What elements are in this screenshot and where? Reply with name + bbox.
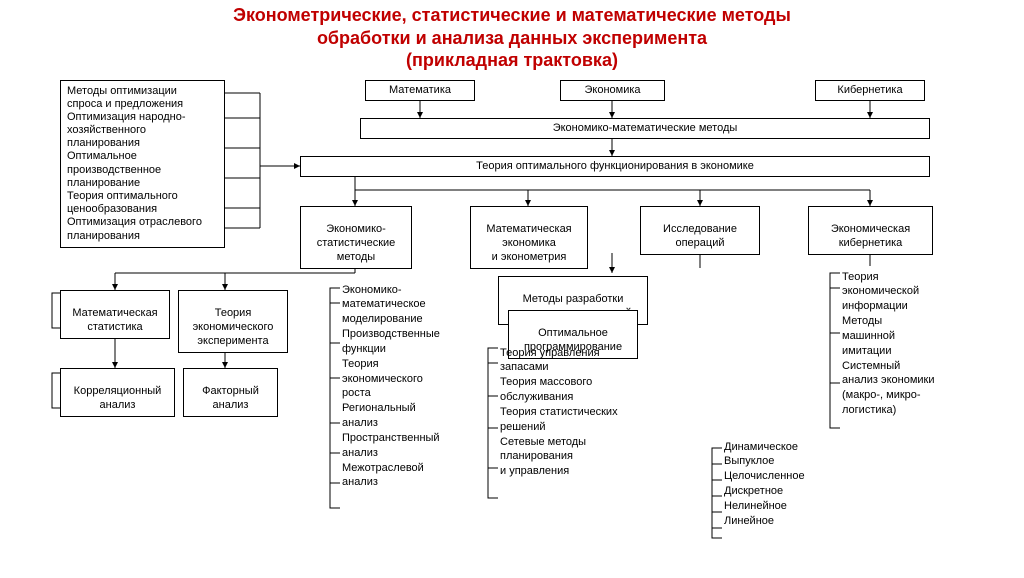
list-item: Производственные функции xyxy=(342,327,472,357)
title-line-3: (прикладная трактовка) xyxy=(40,49,984,72)
box-cyber: Кибернетика xyxy=(815,80,925,102)
list-item: Системный анализ экономики (макро-, микр… xyxy=(842,359,992,418)
box-optimization-methods: Методы оптимизации спроса и предложения … xyxy=(60,80,225,248)
box-theory-opt: Теория оптимального функционирования в э… xyxy=(300,156,930,178)
box-corr: Корреляционный анализ xyxy=(60,368,175,417)
list-item: Теория экономического роста xyxy=(342,357,472,402)
list-item: Экономико- математическое моделирование xyxy=(342,283,472,328)
list-esm: Экономико- математическое моделирование … xyxy=(342,283,472,491)
list-item: Теория экономической информации xyxy=(842,270,992,315)
title-line-1: Эконометрические, статистические и матем… xyxy=(40,4,984,27)
list-item: Региональный анализ xyxy=(342,401,472,431)
box-math: Математика xyxy=(365,80,475,102)
box-esm: Экономико- статистические методы xyxy=(300,206,412,269)
opt-left-text: Методы оптимизации спроса и предложения … xyxy=(67,85,202,242)
list-item: Теория управления запасами xyxy=(500,346,650,376)
box-emm: Экономико-математические методы xyxy=(360,118,930,140)
list-item: Нелинейное xyxy=(724,499,844,514)
box-math-stat: Математическая статистика xyxy=(60,290,170,339)
list-item: Методы машинной имитации xyxy=(842,314,992,359)
list-ops: Теория управления запасами Теория массов… xyxy=(500,346,650,480)
box-ecyber: Экономическая кибернетика xyxy=(808,206,933,255)
list-item: Теория статистических решений xyxy=(500,405,650,435)
list-item: Выпуклое xyxy=(724,454,844,469)
list-item: Линейное xyxy=(724,514,844,529)
box-econ: Экономика xyxy=(560,80,665,102)
box-theory-exp: Теория экономического эксперимента xyxy=(178,290,288,353)
list-item: Теория массового обслуживания xyxy=(500,375,650,405)
list-item: Сетевые методы планирования и управления xyxy=(500,435,650,480)
page-title: Эконометрические, статистические и матем… xyxy=(0,0,1024,78)
diagram-canvas: Методы оптимизации спроса и предложения … xyxy=(0,78,1024,578)
title-line-2: обработки и анализа данных эксперимента xyxy=(40,27,984,50)
box-ops: Исследование операций xyxy=(640,206,760,255)
list-item: Межотраслевой анализ xyxy=(342,461,472,491)
list-item: Дискретное xyxy=(724,484,844,499)
list-item: Целочисленное xyxy=(724,469,844,484)
list-item: Динамическое xyxy=(724,440,844,455)
list-cyber: Теория экономической информации Методы м… xyxy=(842,270,992,418)
list-item: Пространственный анализ xyxy=(342,431,472,461)
box-mee: Математическая экономика и эконометрия xyxy=(470,206,588,269)
box-factor: Факторный анализ xyxy=(183,368,278,417)
list-prog: Динамическое Выпуклое Целочисленное Диск… xyxy=(724,440,844,529)
